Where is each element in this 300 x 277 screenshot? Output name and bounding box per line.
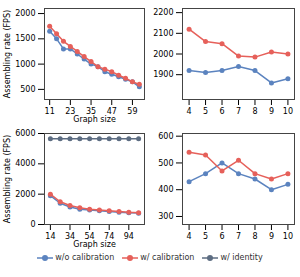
html-text:w/ identity: w/ identity xyxy=(220,253,263,262)
svg-text:500: 500 xyxy=(158,159,173,168)
svg-text:9: 9 xyxy=(269,232,274,241)
svg-text:10: 10 xyxy=(283,232,293,241)
svg-text:34: 34 xyxy=(64,232,76,242)
svg-text:1000: 1000 xyxy=(15,60,35,69)
svg-text:35: 35 xyxy=(86,107,97,117)
svg-text:1500: 1500 xyxy=(15,34,35,43)
svg-text:2000: 2000 xyxy=(153,50,173,59)
svg-text:9: 9 xyxy=(269,107,274,116)
svg-text:4000: 4000 xyxy=(15,159,35,168)
svg-text:6: 6 xyxy=(219,107,224,116)
svg-text:5: 5 xyxy=(203,232,208,241)
svg-text:59: 59 xyxy=(127,107,137,116)
svg-text:74: 74 xyxy=(104,232,115,242)
svg-text:2000: 2000 xyxy=(15,9,35,18)
svg-text:54: 54 xyxy=(84,232,95,242)
svg-text:10: 10 xyxy=(283,107,293,116)
svg-text:7: 7 xyxy=(236,232,241,241)
svg-text:8: 8 xyxy=(252,232,257,241)
svg-text:Assembling rate (FPS): Assembling rate (FPS) xyxy=(3,10,12,98)
svg-text:500: 500 xyxy=(20,85,35,94)
svg-text:47: 47 xyxy=(106,107,117,117)
svg-text:5: 5 xyxy=(203,107,208,116)
svg-text:7: 7 xyxy=(236,107,241,116)
svg-text:300: 300 xyxy=(158,212,173,221)
svg-text:94: 94 xyxy=(124,232,134,241)
svg-text:Graph size: Graph size xyxy=(73,240,116,249)
svg-text:14: 14 xyxy=(45,232,55,241)
svg-text:Graph size: Graph size xyxy=(73,115,116,124)
html-text:w/ calibration: w/ calibration xyxy=(140,253,195,262)
svg-text:6000: 6000 xyxy=(15,129,35,138)
svg-text:0: 0 xyxy=(30,220,35,229)
svg-text:4: 4 xyxy=(187,107,192,116)
svg-text:6: 6 xyxy=(219,232,224,241)
svg-text:Assembling rate (FPS): Assembling rate (FPS) xyxy=(3,135,12,223)
svg-text:400: 400 xyxy=(158,185,173,194)
svg-text:4: 4 xyxy=(187,232,192,241)
html-text:w/o calibration: w/o calibration xyxy=(55,253,115,262)
svg-text:11: 11 xyxy=(45,107,55,116)
svg-text:2000: 2000 xyxy=(15,190,35,199)
svg-text:1900: 1900 xyxy=(153,70,173,79)
svg-text:600: 600 xyxy=(158,132,173,141)
svg-text:8: 8 xyxy=(252,107,257,116)
svg-text:2100: 2100 xyxy=(153,29,173,38)
svg-text:23: 23 xyxy=(65,107,76,117)
svg-text:2200: 2200 xyxy=(153,8,173,17)
